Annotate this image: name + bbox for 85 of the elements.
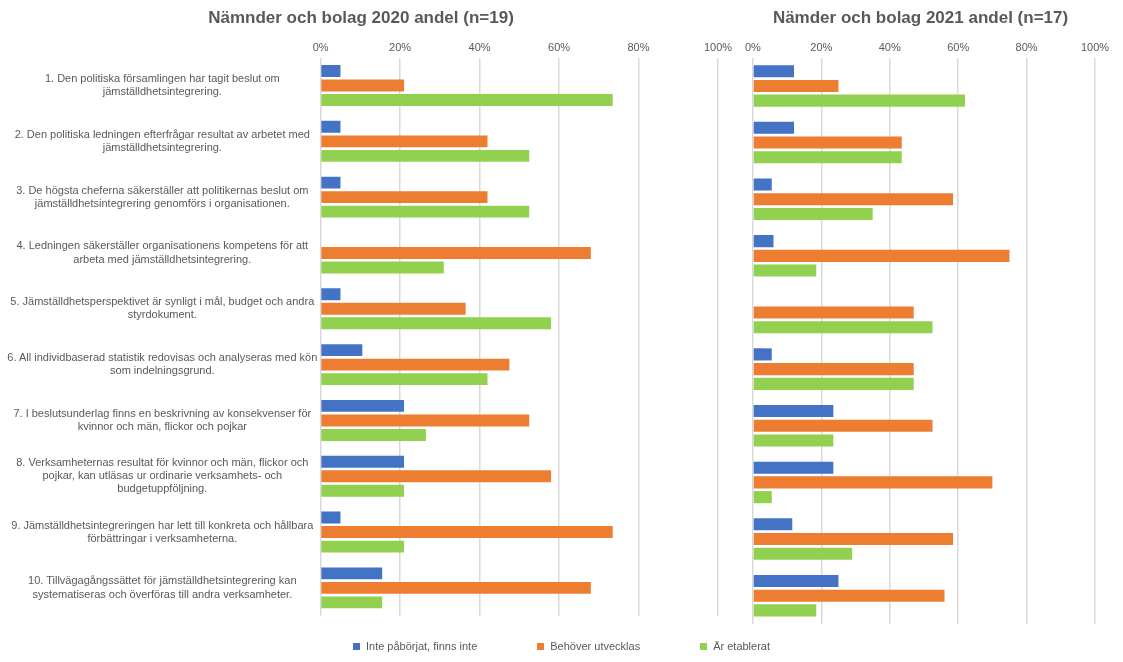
bar: [321, 596, 383, 609]
bar: [753, 79, 839, 92]
bar: [753, 235, 774, 248]
bar: [321, 455, 405, 468]
bar: [321, 567, 383, 580]
bar: [321, 288, 341, 301]
x-tick-label: 80%: [1015, 41, 1038, 54]
y-tick-label: 8. Verksamheternas resultat för kvinnor och män, flickor och pojkar, kan utläsas ur ordinarie verksamhets- och budgetuppföljning.: [16, 456, 309, 495]
bar: [753, 136, 902, 149]
bar: [753, 377, 914, 390]
x-tick-label: 40%: [878, 41, 901, 54]
bar: [321, 470, 552, 483]
bar: [753, 518, 793, 531]
bar: [753, 178, 772, 191]
bar: [321, 399, 405, 412]
x-tick-label: 60%: [947, 41, 970, 54]
bar: [753, 121, 794, 134]
bar: [753, 589, 945, 602]
bar: [753, 476, 993, 489]
chart-title: Nämder och bolag 2021 andel (n=17): [772, 7, 1069, 27]
bar: [753, 348, 772, 361]
y-tick-label: 9. Jämställdhetsintegreringen har lett till konkreta och hållbara förbättringar i verksamheterna.: [11, 518, 315, 544]
bar: [753, 419, 933, 432]
bar: [753, 94, 966, 107]
bar: [753, 151, 902, 164]
bar: [321, 135, 488, 148]
bar: [321, 344, 363, 357]
bar: [321, 373, 488, 386]
bar: [753, 193, 954, 206]
bar: [321, 511, 341, 524]
bar: [753, 363, 914, 376]
chart-title: Nämnder och bolag 2020 andel (n=19): [208, 7, 514, 27]
y-tick-label: 10. Tillvägagångssättet för jämställdhetsintegrering kan systematiseras och överföras till andra verksamheter.: [28, 574, 297, 600]
x-tick-label: 40%: [468, 41, 491, 54]
bar: [321, 261, 444, 274]
bar: [753, 321, 933, 334]
bar: [753, 547, 853, 560]
legend-label: Behöver utvecklas: [549, 640, 641, 652]
bar: [753, 574, 839, 587]
bar: [753, 604, 817, 617]
x-tick-label: 100%: [703, 41, 733, 54]
bar: [753, 65, 794, 78]
y-tick-label: 4. Ledningen säkerställer organisationens kompetens för att arbeta med jämställdhetsintegrering.: [16, 239, 309, 265]
bar: [321, 191, 488, 204]
bar: [321, 94, 613, 106]
bar: [321, 79, 405, 92]
x-tick-label: 20%: [389, 41, 412, 54]
bar: [753, 405, 834, 418]
x-tick-label: 60%: [548, 41, 571, 54]
bar: [321, 149, 530, 162]
y-tick-label: 5. Jämställdhetsperspektivet är synligt i mål, budget och andra styrdokument.: [10, 295, 316, 321]
bar: [321, 120, 341, 133]
bar: [321, 358, 510, 371]
x-tick-label: 20%: [810, 41, 833, 54]
bar: [321, 302, 466, 315]
bar: [321, 65, 341, 77]
bar: [753, 434, 834, 447]
bar: [753, 207, 873, 220]
y-tick-label: 2. Den politiska ledningen efterfrågar resultat av arbetet med jämställdhetsintegrering.: [14, 127, 310, 153]
bar: [753, 249, 1010, 262]
legend-label: Är etablerat: [712, 640, 771, 652]
x-tick-label: 80%: [627, 41, 650, 54]
y-tick-label: 7. I beslutsunderlag finns en beskrivning av konsekvenser för kvinnor och män, flickor och pojkar: [13, 406, 312, 433]
bar: [321, 205, 530, 218]
x-tick-label: 0%: [745, 41, 762, 54]
bar: [321, 581, 591, 594]
bar: [753, 533, 954, 546]
bar: [753, 306, 914, 319]
y-tick-label: 6. All individbaserad statistik redovisas och analyseras med kön som indelningsgrund.: [7, 351, 318, 377]
x-tick-label: 0%: [312, 41, 329, 54]
bar: [321, 484, 405, 497]
bar: [753, 491, 772, 504]
bar: [321, 428, 426, 441]
bar: [753, 264, 817, 277]
bar: [321, 526, 613, 539]
bar: [321, 176, 341, 189]
bar: [321, 540, 405, 553]
bar: [321, 317, 552, 330]
y-tick-label: 3. De högsta cheferna säkerställer att politikernas beslut om jämställdhetsintegrering genomförs i organisationen.: [16, 183, 309, 209]
bar: [321, 414, 530, 427]
legend-label: Inte påbörjat, finns inte: [364, 640, 478, 652]
x-tick-label: 100%: [1080, 41, 1110, 54]
y-tick-label: 1. Den politiska församlingen har tagit beslut om jämställdhetsintegrering.: [44, 71, 280, 98]
bar: [753, 461, 834, 474]
bar: [321, 247, 591, 259]
